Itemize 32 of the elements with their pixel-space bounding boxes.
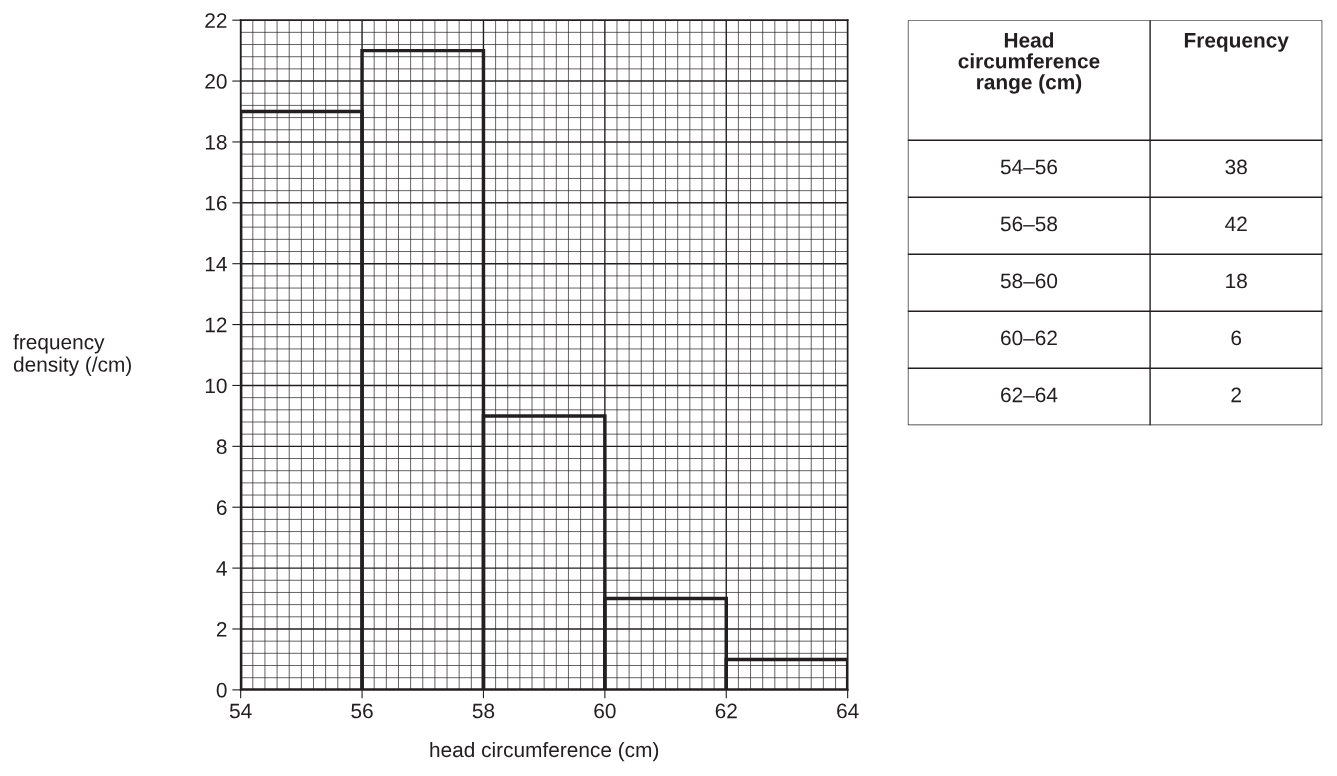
x-tick-label: 56 <box>351 703 373 719</box>
data-label: 42 <box>1225 216 1247 232</box>
x-tick-label: 58 <box>472 703 495 719</box>
x-axis-title: head circumference (cm) <box>430 741 659 762</box>
y-tick-label: 16 <box>205 195 227 211</box>
x-tick-label: 62 <box>715 703 737 719</box>
data-label: 18 <box>1226 273 1247 289</box>
y-tick-label: 4 <box>216 561 227 576</box>
y-tick-label: 0 <box>216 682 227 698</box>
y-tick-label: 14 <box>205 256 227 272</box>
category-label: 60–62 <box>1001 330 1057 346</box>
category-label: 62–64 <box>1001 387 1058 403</box>
category-label: 54–56 <box>1000 159 1058 175</box>
category-label: 56–58 <box>1000 216 1058 232</box>
x-tick-label: 54 <box>229 703 252 719</box>
data-label: 38 <box>1225 159 1247 175</box>
y-tick-label: 2 <box>216 621 227 637</box>
text: Head circumference range (cm) <box>958 32 1100 94</box>
y-axis-title: frequency density (/cm) <box>13 334 131 376</box>
y-tick-label: 20 <box>205 74 227 89</box>
data-label: 6 <box>1231 330 1242 346</box>
y-tick-label: 12 <box>205 317 227 333</box>
y-tick-label: 22 <box>205 13 227 28</box>
y-tick-label: 10 <box>205 378 227 394</box>
x-tick-label: 60 <box>594 703 616 719</box>
category-label: 58–60 <box>1000 273 1058 289</box>
y-tick-label: 18 <box>205 134 227 150</box>
data-label: 2 <box>1231 387 1241 403</box>
x-tick-label: 64 <box>837 703 859 719</box>
y-tick-label: 6 <box>216 500 227 515</box>
text: Frequency <box>1184 33 1289 52</box>
y-tick-label: 8 <box>216 439 227 455</box>
